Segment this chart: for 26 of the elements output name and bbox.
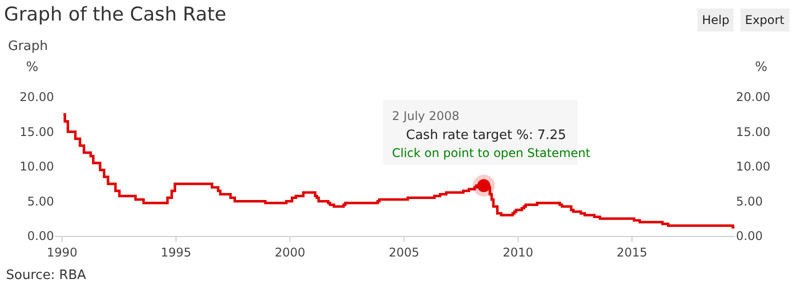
- x-tick-label: 1995: [160, 245, 192, 260]
- x-tick-label: 2000: [274, 245, 306, 260]
- y-tick-label: 0.00: [27, 229, 54, 244]
- chart-title: Graph of the Cash Rate: [4, 4, 226, 26]
- chart-subtitle: Graph: [8, 39, 48, 54]
- x-tick-label: 2005: [388, 245, 420, 260]
- text: Export: [745, 13, 785, 27]
- x-tick-label: 2015: [616, 245, 648, 260]
- y-tick-label: 15.00: [20, 124, 54, 139]
- y2-tick-label: 5.00: [736, 194, 763, 208]
- y2-tick-label: 15.00: [736, 124, 770, 139]
- x-tick-label: 1990: [46, 245, 78, 260]
- x-tick-label: 2010: [502, 245, 534, 260]
- y2-tick-label: 10.00: [736, 160, 770, 174]
- y-tick-label: 5.00: [27, 194, 54, 208]
- y2-axis-title: %: [755, 60, 768, 75]
- annotation: 2 July 2008: [392, 109, 460, 123]
- y-axis-title: %: [26, 60, 38, 75]
- y2-tick-label: 20.00: [736, 90, 770, 104]
- y-tick-label: 20.00: [20, 90, 54, 104]
- text: Help: [702, 13, 730, 27]
- annotation: Click on point to open Statement: [392, 146, 591, 160]
- y-tick-label: 10.00: [20, 160, 54, 174]
- annotation: Cash rate target %: 7.25: [406, 128, 566, 143]
- source-note: Source: RBA: [6, 268, 86, 283]
- y2-tick-label: 0.00: [736, 229, 763, 244]
